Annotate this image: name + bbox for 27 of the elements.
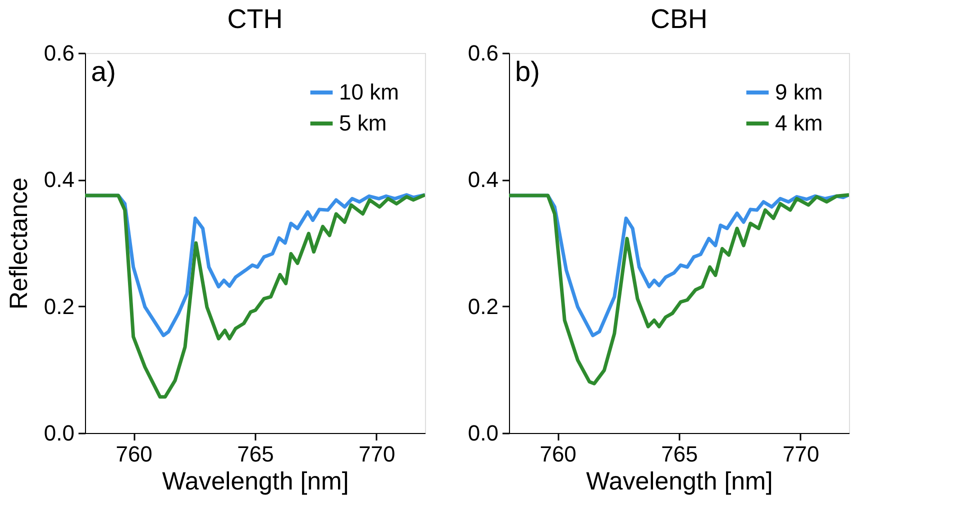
x-axis-title: Wavelength [nm] xyxy=(586,468,773,496)
x-tick-label: 765 xyxy=(237,442,274,466)
x-axis-title: Wavelength [nm] xyxy=(162,468,349,496)
line-series xyxy=(509,193,849,386)
legend-label: 4 km xyxy=(775,110,823,136)
y-axis-title: Reflectance xyxy=(4,177,33,310)
y-tick-label: 0.4 xyxy=(468,167,498,192)
x-tick-label: 770 xyxy=(358,442,396,466)
annotation: a) xyxy=(91,56,116,87)
y-tick-label: 0.4 xyxy=(44,167,74,192)
x-tick-label: 760 xyxy=(540,442,576,466)
y-tick-label: 0.2 xyxy=(44,294,74,319)
y-tick-label: 0.0 xyxy=(44,420,74,446)
legend-label: 10 km xyxy=(339,80,399,104)
y-tick-label: 0.6 xyxy=(44,40,74,66)
chart-title: CBH xyxy=(650,4,708,34)
x-tick-label: 760 xyxy=(116,442,152,466)
legend-label: 9 km xyxy=(775,80,823,104)
annotation: b) xyxy=(515,56,540,87)
y-tick-label: 0.6 xyxy=(468,40,498,66)
y-tick-label: 0.0 xyxy=(468,420,498,446)
line-series xyxy=(85,193,425,399)
x-tick-label: 770 xyxy=(782,442,820,466)
chart-title: CTH xyxy=(227,4,283,34)
x-tick-label: 765 xyxy=(661,442,698,466)
y-tick-label: 0.2 xyxy=(468,294,498,319)
legend-label: 5 km xyxy=(339,110,387,136)
